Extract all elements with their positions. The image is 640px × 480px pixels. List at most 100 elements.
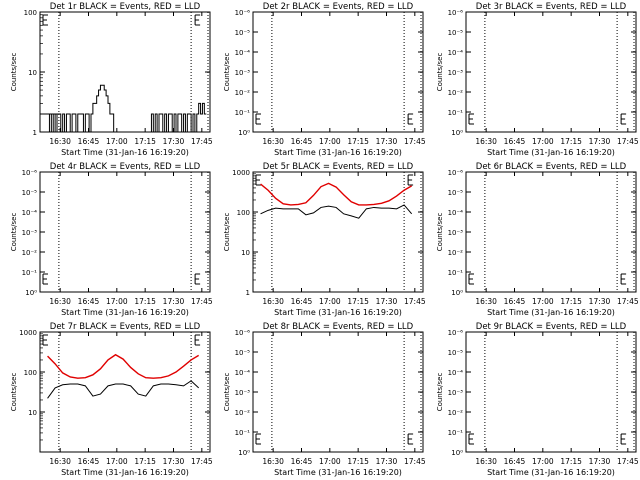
y-tick-label: 1000 xyxy=(232,169,250,177)
y-tick-label: 100 xyxy=(237,209,250,217)
y-tick-label: 10⁻³ xyxy=(235,69,251,77)
bracket-marker xyxy=(407,113,414,125)
x-tick-label: 16:45 xyxy=(78,457,100,466)
y-tick-label: 10⁻⁴ xyxy=(22,209,38,217)
panel-det-4: Det 4r BLACK = Events, RED = LLD Counts/s… xyxy=(10,162,213,317)
x-tick-label: 17:15 xyxy=(560,137,582,146)
y-tick-label: 10⁻² xyxy=(448,409,464,417)
events-series xyxy=(47,380,200,399)
x-tick-label: 17:00 xyxy=(532,137,554,146)
y-tick-label: 10⁻³ xyxy=(448,389,464,397)
x-axis-label: Start Time (31-Jan-16 16:19:20) xyxy=(61,468,189,477)
x-tick-label: 17:30 xyxy=(589,137,611,146)
bracket-marker xyxy=(194,273,201,285)
y-tick-label: 10⁻³ xyxy=(448,69,464,77)
y-tick-label: 10⁻³ xyxy=(22,229,38,237)
bracket-marker xyxy=(194,334,201,346)
x-tick-label: 17:30 xyxy=(376,457,398,466)
y-tick-label: 10⁰ xyxy=(238,129,250,137)
x-tick-label: 17:15 xyxy=(134,297,156,306)
y-tick-label: 100 xyxy=(24,369,37,377)
y-tick-label: 10⁻¹ xyxy=(448,269,464,277)
y-tick-label: 10⁻⁴ xyxy=(448,49,464,57)
y-tick-label: 10⁻⁵ xyxy=(22,189,38,197)
x-tick-label: 17:30 xyxy=(376,137,398,146)
y-axis-label: Counts/sec xyxy=(10,373,18,412)
x-axis-label: Start Time (31-Jan-16 16:19:20) xyxy=(61,148,189,157)
y-tick-label: 10⁰ xyxy=(25,289,37,297)
y-tick-label: 10⁻³ xyxy=(448,229,464,237)
x-axis-label: Start Time (31-Jan-16 16:19:20) xyxy=(61,308,189,317)
y-axis-label: Counts/sec xyxy=(436,213,444,252)
x-axis-label: Start Time (31-Jan-16 16:19:20) xyxy=(274,468,402,477)
y-tick-label: 10 xyxy=(28,69,37,77)
bracket-marker xyxy=(255,113,261,125)
x-tick-label: 17:30 xyxy=(589,457,611,466)
plot-frame xyxy=(252,171,424,293)
y-axis-label: Counts/sec xyxy=(436,373,444,412)
y-tick-label: 10⁻² xyxy=(235,409,251,417)
y-tick-label: 1 xyxy=(246,289,250,297)
plot-frame xyxy=(465,171,637,293)
x-tick-label: 16:45 xyxy=(291,457,313,466)
y-tick-label: 10⁻¹ xyxy=(235,429,251,437)
x-tick-label: 16:30 xyxy=(49,457,71,466)
bracket-marker xyxy=(255,174,261,186)
x-tick-label: 17:30 xyxy=(589,297,611,306)
y-tick-label: 10⁻⁴ xyxy=(235,369,251,377)
x-tick-label: 17:00 xyxy=(532,457,554,466)
panel-title: Det 2r BLACK = Events, RED = LLD xyxy=(263,2,414,12)
bracket-marker xyxy=(407,433,414,445)
y-tick-label: 10⁻³ xyxy=(235,389,251,397)
y-axis-label: Counts/sec xyxy=(223,213,231,252)
bracket-marker xyxy=(468,433,474,445)
y-tick-label: 10⁻¹ xyxy=(448,429,464,437)
panel-title: Det 5r BLACK = Events, RED = LLD xyxy=(263,162,414,172)
y-tick-label: 10⁻⁶ xyxy=(22,169,38,177)
x-tick-label: 17:00 xyxy=(319,457,341,466)
x-tick-label: 17:30 xyxy=(163,297,185,306)
x-tick-label: 17:00 xyxy=(319,297,341,306)
y-tick-label: 10⁻² xyxy=(448,249,464,257)
y-tick-label: 10⁻⁴ xyxy=(448,369,464,377)
x-tick-label: 17:45 xyxy=(617,137,639,146)
x-tick-label: 17:00 xyxy=(106,457,128,466)
x-tick-label: 16:45 xyxy=(291,297,313,306)
x-axis-label: Start Time (31-Jan-16 16:19:20) xyxy=(487,308,615,317)
x-tick-label: 16:30 xyxy=(262,457,284,466)
bracket-marker xyxy=(407,174,414,186)
x-tick-label: 16:45 xyxy=(291,137,313,146)
y-tick-label: 1000 xyxy=(19,329,37,337)
panel-title: Det 8r BLACK = Events, RED = LLD xyxy=(263,322,414,332)
y-axis-label: Counts/sec xyxy=(223,53,231,92)
y-tick-label: 10⁻¹ xyxy=(235,109,251,117)
plot-frame xyxy=(39,171,211,293)
lld-series xyxy=(260,182,413,206)
y-tick-label: 10⁻¹ xyxy=(448,109,464,117)
x-tick-label: 16:45 xyxy=(78,297,100,306)
y-axis-label: Counts/sec xyxy=(223,373,231,412)
x-tick-label: 17:00 xyxy=(106,297,128,306)
y-tick-label: 10⁻⁵ xyxy=(448,189,464,197)
x-tick-label: 17:45 xyxy=(191,137,213,146)
y-tick-label: 10⁻² xyxy=(448,89,464,97)
x-tick-label: 17:45 xyxy=(404,137,426,146)
y-axis-label: Counts/sec xyxy=(436,53,444,92)
bracket-marker xyxy=(194,14,201,26)
y-tick-label: 1 xyxy=(33,129,37,137)
x-tick-label: 16:30 xyxy=(475,297,497,306)
bracket-marker xyxy=(620,273,627,285)
x-tick-label: 17:00 xyxy=(319,137,341,146)
x-tick-label: 17:30 xyxy=(376,297,398,306)
x-tick-label: 17:15 xyxy=(560,297,582,306)
x-tick-label: 16:45 xyxy=(504,297,526,306)
panel-title: Det 3r BLACK = Events, RED = LLD xyxy=(476,2,627,12)
x-tick-label: 17:15 xyxy=(347,457,369,466)
bracket-marker xyxy=(255,433,261,445)
x-tick-label: 17:15 xyxy=(134,137,156,146)
x-tick-label: 16:45 xyxy=(78,137,100,146)
bracket-marker xyxy=(620,113,627,125)
y-tick-label: 10⁻⁴ xyxy=(235,49,251,57)
bracket-marker xyxy=(620,433,627,445)
